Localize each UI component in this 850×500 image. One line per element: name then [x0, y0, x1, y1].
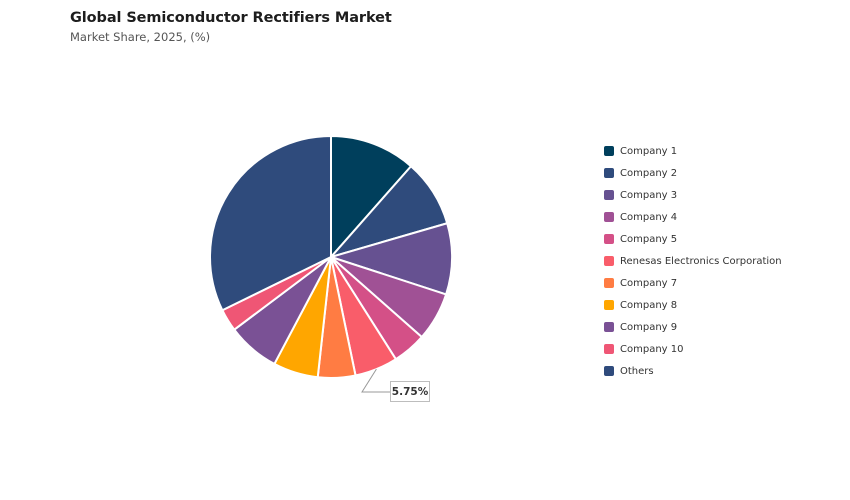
- legend-swatch: [604, 278, 614, 288]
- legend-label: Company 4: [620, 211, 678, 223]
- legend-item-company-8[interactable]: Company 8: [604, 294, 782, 316]
- legend-item-others[interactable]: Others: [604, 360, 782, 382]
- legend-item-renesas-electronics-corporation[interactable]: Renesas Electronics Corporation: [604, 250, 782, 272]
- legend-label: Company 3: [620, 189, 678, 201]
- chart-legend: Company 1 Company 2 Company 3 Company 4 Comp…: [604, 140, 782, 382]
- callout-leader-line: [361, 368, 390, 393]
- legend-item-company-1[interactable]: Company 1: [604, 140, 782, 162]
- legend-swatch: [604, 344, 614, 354]
- legend-item-company-9[interactable]: Company 9: [604, 316, 782, 338]
- chart-header: Global Semiconductor Rectifiers Market M…: [70, 10, 392, 44]
- slice-value-callout: 5.75%: [390, 381, 430, 402]
- pie-slice-others[interactable]: [209, 135, 332, 312]
- legend-item-company-2[interactable]: Company 2: [604, 162, 782, 184]
- legend-item-company-5[interactable]: Company 5: [604, 228, 782, 250]
- legend-label: Renesas Electronics Corporation: [620, 255, 782, 267]
- chart-title: Global Semiconductor Rectifiers Market: [70, 10, 392, 26]
- legend-swatch: [604, 366, 614, 376]
- legend-swatch: [604, 256, 614, 266]
- legend-swatch: [604, 168, 614, 178]
- legend-swatch: [604, 190, 614, 200]
- legend-label: Company 9: [620, 321, 678, 333]
- legend-label: Others: [620, 365, 654, 377]
- legend-swatch: [604, 146, 614, 156]
- legend-label: Company 8: [620, 299, 678, 311]
- legend-label: Company 5: [620, 233, 678, 245]
- legend-item-company-10[interactable]: Company 10: [604, 338, 782, 360]
- legend-label: Company 7: [620, 277, 678, 289]
- legend-swatch: [604, 212, 614, 222]
- pie-slice-company-1[interactable]: [330, 135, 413, 258]
- legend-swatch: [604, 322, 614, 332]
- legend-item-company-3[interactable]: Company 3: [604, 184, 782, 206]
- legend-label: Company 1: [620, 145, 678, 157]
- legend-swatch: [604, 300, 614, 310]
- legend-item-company-7[interactable]: Company 7: [604, 272, 782, 294]
- legend-label: Company 2: [620, 167, 678, 179]
- legend-item-company-4[interactable]: Company 4: [604, 206, 782, 228]
- legend-swatch: [604, 234, 614, 244]
- chart-subtitle: Market Share, 2025, (%): [70, 30, 211, 44]
- legend-label: Company 10: [620, 343, 684, 355]
